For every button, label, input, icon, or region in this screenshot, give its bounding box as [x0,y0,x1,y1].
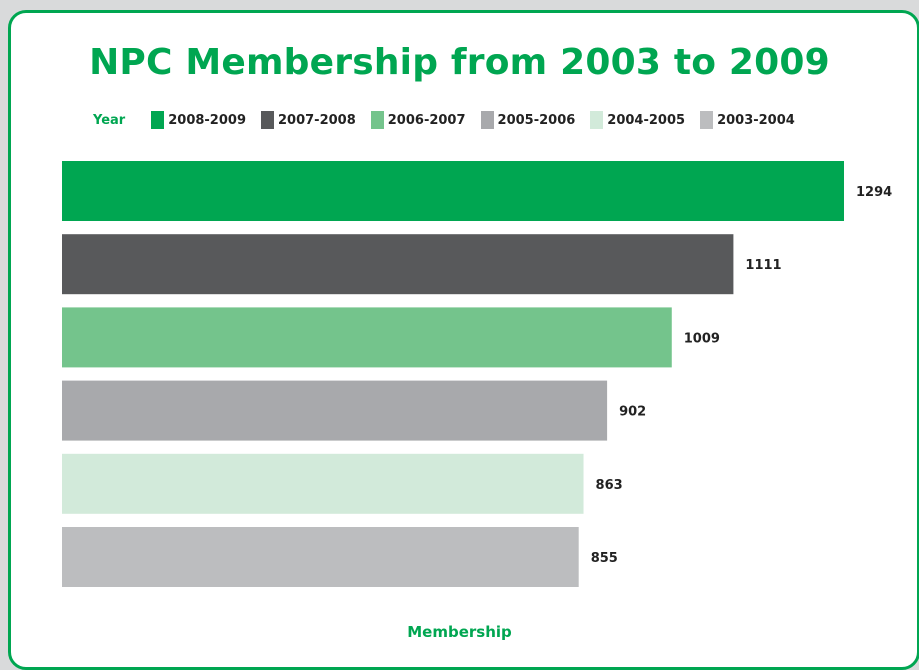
legend-label: 2008-2009 [168,112,246,128]
data-label: 1111 [745,258,781,273]
data-label: 1009 [684,331,720,346]
legend-label: 2003-2004 [717,112,795,128]
data-label: 1294 [856,185,892,200]
legend-label: 2006-2007 [387,112,466,128]
legend-item: 2007-2008 [261,111,356,129]
legend-label: 2004-2005 [607,112,686,128]
legend-item: 2004-2005 [590,111,685,129]
legend-swatch [700,111,714,129]
legend-item: 2006-2007 [370,111,466,129]
data-label: 863 [596,478,623,493]
data-label: 855 [591,551,618,566]
bar-2007-2008 [62,234,734,295]
data-label: 902 [619,405,646,420]
legend-label: 2005-2006 [497,112,576,128]
legend-title: Year [93,112,126,128]
legend-swatch [370,111,384,129]
bar-2006-2007 [62,307,672,368]
chart-title: NPC Membership from 2003 to 2009 [89,42,830,83]
x-axis-label: Membership [407,623,512,641]
legend-item: 2005-2006 [480,111,576,129]
bar-2005-2006 [62,380,608,441]
legend-item: 2003-2004 [700,111,795,129]
bar-2008-2009 [62,161,844,221]
legend-swatch [151,111,165,129]
bar-2004-2005 [62,453,584,514]
legend-item: 2008-2009 [151,111,246,129]
legend-swatch [480,111,494,129]
legend-swatch [261,111,274,129]
legend-label: 2007-2008 [278,112,356,128]
legend-swatch [590,111,604,129]
bar-chart: 1294 1111 1009 902 863 855 [62,161,892,587]
bar-2003-2004 [62,527,579,587]
chart-legend: Year 2008-2009 2007-2008 2006-2007 2005-200… [93,110,810,130]
